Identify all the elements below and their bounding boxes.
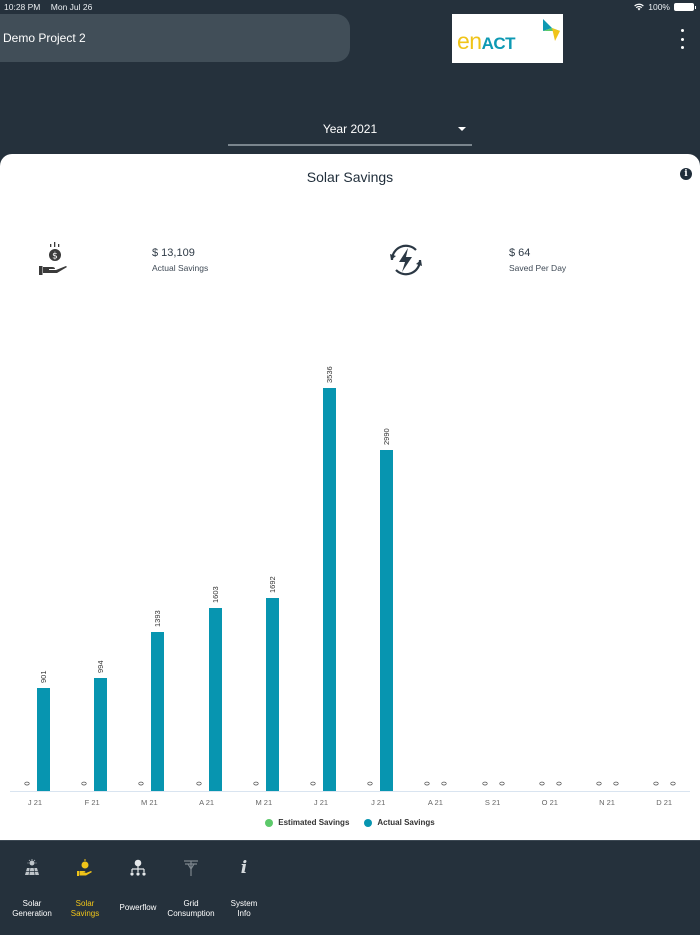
actual-savings-bar[interactable] bbox=[265, 598, 279, 791]
actual-value-label: 0 bbox=[439, 781, 449, 786]
x-axis-tick-label: S 21 bbox=[484, 798, 501, 807]
x-axis-tick-label: O 21 bbox=[541, 798, 558, 807]
legend-label-actual: Actual Savings bbox=[377, 818, 435, 827]
project-name: Demo Project 2 bbox=[3, 31, 86, 45]
nav-label-2: Generation bbox=[12, 909, 52, 918]
nav-label-1: System bbox=[230, 899, 258, 908]
x-axis-tick-label: A 21 bbox=[427, 798, 443, 807]
status-time: 10:28 PM bbox=[4, 2, 41, 12]
estimated-value-label: 0 bbox=[594, 781, 604, 786]
logo-bird-icon bbox=[543, 19, 560, 41]
nav-label-2: Consumption bbox=[167, 909, 215, 918]
chart-legend: Estimated Savings Actual Savings bbox=[0, 818, 700, 827]
actual-value-label: 3536 bbox=[325, 366, 334, 383]
legend-estimated-savings[interactable]: Estimated Savings bbox=[265, 818, 349, 827]
x-axis-tick-label: J 21 bbox=[313, 798, 329, 807]
saved-per-day-label: Saved Per Day bbox=[509, 263, 567, 273]
estimated-value-label: 0 bbox=[365, 781, 375, 786]
x-axis-tick-label: M 21 bbox=[255, 798, 273, 807]
actual-value-label: 0 bbox=[554, 781, 564, 786]
x-axis-tick-label: M 21 bbox=[141, 798, 158, 807]
solar-panel-icon bbox=[25, 859, 39, 876]
nav-powerflow[interactable]: Powerflow bbox=[110, 841, 166, 935]
savings-bar-chart: 0 901 J 21 0 994 F 21 0 1393 M 21 0 1603 A 21 0 1692 M… bbox=[0, 154, 700, 840]
actual-value-label: 1692 bbox=[267, 576, 277, 594]
nav-label-2: Savings bbox=[70, 909, 100, 918]
nav-solar-generation[interactable]: Solar Generation bbox=[4, 841, 60, 935]
logo-act-text: ACT bbox=[481, 34, 516, 53]
x-axis-tick-label: F 21 bbox=[84, 798, 100, 807]
estimated-value-label: 0 bbox=[79, 781, 89, 786]
grid-tower-icon bbox=[184, 860, 198, 876]
svg-text:$: $ bbox=[52, 252, 58, 262]
actual-value-label: 0 bbox=[611, 781, 621, 786]
wifi-icon bbox=[634, 3, 645, 11]
estimated-value-label: 0 bbox=[422, 781, 432, 786]
energy-cycle-icon bbox=[390, 244, 422, 276]
nav-label-1: Solar bbox=[22, 899, 42, 908]
actual-value-label: 1393 bbox=[153, 610, 163, 628]
info-italic-icon: i bbox=[240, 858, 248, 878]
legend-label-estimated: Estimated Savings bbox=[278, 818, 350, 827]
chevron-down-icon bbox=[458, 127, 466, 131]
estimated-value-label: 0 bbox=[194, 781, 204, 786]
x-axis-tick-label: N 21 bbox=[599, 798, 615, 807]
saved-per-day-value: $ 64 bbox=[509, 247, 531, 259]
estimated-value-label: 0 bbox=[251, 781, 261, 786]
more-menu-icon[interactable] bbox=[676, 29, 688, 49]
nav-label-1: Grid bbox=[183, 899, 199, 908]
actual-value-label: 0 bbox=[497, 781, 507, 786]
estimated-value-label: 0 bbox=[480, 781, 490, 786]
solar-savings-card: Solar Savings i $ $ 13,109 Actual Saving… bbox=[0, 154, 700, 840]
actual-savings-label: Actual Savings bbox=[152, 263, 209, 273]
actual-savings-bar[interactable] bbox=[380, 450, 394, 791]
status-date: Mon Jul 26 bbox=[50, 2, 93, 12]
legend-dot-actual bbox=[364, 818, 373, 827]
info-icon[interactable]: i bbox=[680, 168, 692, 180]
battery-percent: 100% bbox=[648, 2, 670, 12]
actual-value-label: 901 bbox=[39, 670, 48, 684]
actual-savings-bar[interactable] bbox=[94, 677, 108, 791]
actual-savings-bar[interactable] bbox=[323, 388, 336, 791]
x-axis-tick-label: D 21 bbox=[656, 798, 673, 807]
estimated-value-label: 0 bbox=[308, 781, 318, 786]
estimated-value-label: 0 bbox=[22, 781, 32, 786]
legend-dot-estimated bbox=[265, 818, 274, 827]
nav-label-2: Info bbox=[237, 909, 251, 918]
actual-value-label: 1603 bbox=[210, 586, 220, 604]
year-dropdown-value: Year 2021 bbox=[322, 122, 378, 136]
legend-actual-savings[interactable]: Actual Savings bbox=[364, 818, 435, 827]
card-title: Solar Savings bbox=[306, 169, 394, 185]
nav-solar-savings[interactable]: Solar Savings bbox=[57, 841, 113, 935]
money-hand-icon bbox=[77, 859, 92, 876]
actual-value-label: 0 bbox=[668, 781, 678, 786]
x-axis-tick-label: J 21 bbox=[27, 798, 43, 807]
bottom-nav: Solar Generation Solar Savings Powerflow G… bbox=[0, 840, 700, 934]
actual-savings-value: $ 13,109 bbox=[152, 247, 195, 259]
battery-icon bbox=[674, 3, 696, 11]
actual-value-label: 2990 bbox=[382, 428, 392, 446]
actual-value-label: 994 bbox=[96, 660, 106, 673]
actual-savings-bar[interactable] bbox=[208, 608, 222, 791]
powerflow-icon bbox=[130, 859, 146, 876]
money-hand-icon: $ bbox=[39, 242, 67, 275]
actual-savings-bar[interactable] bbox=[151, 632, 165, 791]
nav-system-info[interactable]: i System Info bbox=[216, 841, 272, 935]
x-axis-line bbox=[10, 791, 690, 792]
enact-logo: enACT bbox=[452, 14, 563, 63]
estimated-value-label: 0 bbox=[136, 781, 146, 786]
year-dropdown[interactable]: Year 2021 bbox=[228, 112, 472, 146]
x-axis-tick-label: A 21 bbox=[199, 798, 215, 807]
logo-en-text: en bbox=[457, 28, 482, 54]
estimated-value-label: 0 bbox=[537, 781, 547, 786]
estimated-value-label: 0 bbox=[651, 781, 661, 786]
actual-savings-bar[interactable] bbox=[37, 688, 50, 791]
x-axis-tick-label: J 21 bbox=[371, 798, 386, 807]
nav-grid-consumption[interactable]: Grid Consumption bbox=[163, 841, 219, 935]
nav-label-1: Solar bbox=[75, 899, 95, 908]
nav-label-1: Powerflow bbox=[119, 903, 157, 912]
project-selector[interactable]: Demo Project 2 bbox=[0, 14, 350, 62]
status-bar: 10:28 PM Mon Jul 26 100% bbox=[0, 0, 700, 14]
